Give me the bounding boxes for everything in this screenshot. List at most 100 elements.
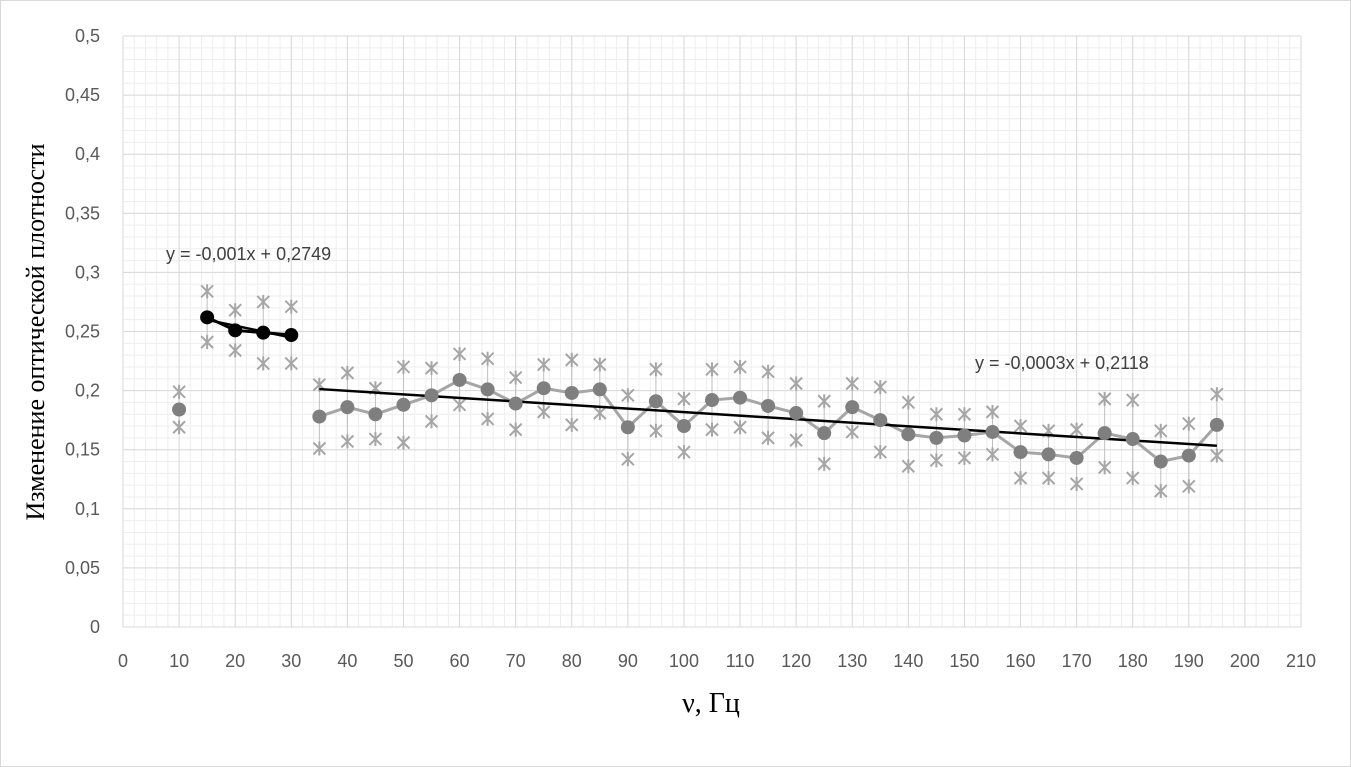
lower-bound-marker xyxy=(621,452,635,467)
lower-bound-marker xyxy=(1154,484,1168,499)
data-point xyxy=(480,382,495,397)
upper-bound-marker xyxy=(593,357,607,372)
y-tick-label: 0,2 xyxy=(75,381,100,401)
x-tick-label: 150 xyxy=(949,651,979,671)
lower-bound-marker xyxy=(929,453,944,468)
lower-bound-marker xyxy=(677,445,691,460)
upper-bound-marker xyxy=(1210,387,1224,402)
upper-bound-marker xyxy=(873,380,887,395)
lower-bound-marker xyxy=(424,414,439,429)
data-point xyxy=(340,400,355,415)
lower-bound-marker xyxy=(537,404,551,419)
y-tick-label: 0,05 xyxy=(65,558,100,578)
upper-bound-marker xyxy=(565,352,579,367)
x-tick-label: 10 xyxy=(169,651,189,671)
x-tick-label: 60 xyxy=(450,651,470,671)
data-point xyxy=(396,397,411,412)
lower-bound-marker xyxy=(480,411,495,426)
lower-bound-marker xyxy=(593,406,607,421)
upper-bound-marker xyxy=(340,365,355,380)
lower-bound-marker xyxy=(1126,471,1140,486)
upper-bound-marker xyxy=(228,303,242,318)
data-point xyxy=(1041,447,1056,462)
upper-bound-marker xyxy=(396,359,411,374)
data-point xyxy=(929,430,944,445)
data-point xyxy=(1125,432,1140,447)
x-tick-label: 40 xyxy=(337,651,357,671)
upper-bound-marker xyxy=(649,362,663,377)
lower-bound-marker xyxy=(1210,448,1224,463)
lower-bound-marker xyxy=(396,435,411,450)
y-tick-labels: 0 0,05 0,1 0,15 0,2 0,25 0,3 0,35 0,4 0,45 0,5 xyxy=(65,26,100,637)
lower-bound-marker xyxy=(340,434,355,449)
upper-bound-marker xyxy=(480,351,495,366)
data-point xyxy=(761,398,776,413)
data-point xyxy=(1181,448,1196,463)
lower-bound-marker xyxy=(985,447,1000,462)
x-axis-label: ν, Гц xyxy=(682,688,740,719)
x-tick-label: 160 xyxy=(1006,651,1036,671)
lower-bound-marker xyxy=(957,450,972,465)
upper-bound-marker xyxy=(284,299,298,314)
lower-bound-marker xyxy=(256,356,270,371)
lower-bound-marker xyxy=(649,423,663,438)
data-point xyxy=(452,372,467,387)
data-point-isolated xyxy=(172,402,187,417)
data-point xyxy=(592,382,607,397)
upper-bound-marker xyxy=(733,359,747,374)
data-point xyxy=(536,381,551,396)
lower-bound-marker xyxy=(200,335,214,350)
x-tick-labels: 0 10 20 30 40 50 60 70 80 90 100 110 120 130 140 150 160… xyxy=(118,651,1316,671)
data-point xyxy=(817,426,832,441)
data-point xyxy=(284,328,299,343)
x-tick-label: 90 xyxy=(618,651,638,671)
upper-bound-marker xyxy=(845,376,859,391)
data-point xyxy=(620,420,635,435)
x-tick-label: 130 xyxy=(837,651,867,671)
x-tick-label: 180 xyxy=(1118,651,1148,671)
data-point xyxy=(873,413,888,428)
upper-bound-marker xyxy=(929,407,944,422)
lower-bound-marker xyxy=(1041,471,1056,486)
trendline-1 xyxy=(206,318,292,339)
x-tick-label: 110 xyxy=(726,651,755,671)
data-point xyxy=(1069,450,1084,465)
lower-bound-marker xyxy=(1097,460,1112,475)
x-tick-label: 50 xyxy=(393,651,413,671)
upper-bound-marker xyxy=(1069,422,1084,437)
upper-bound-marker xyxy=(985,404,1000,419)
lower-bound-marker xyxy=(1013,471,1028,486)
x-tick-label: 20 xyxy=(225,651,245,671)
upper-bound-marker xyxy=(424,361,439,376)
x-tick-label: 190 xyxy=(1174,651,1204,671)
lower-bound-marker xyxy=(368,432,383,447)
data-point xyxy=(1153,454,1168,469)
upper-bound-marker xyxy=(256,294,270,309)
x-tick-label: 30 xyxy=(281,651,301,671)
lower-bound-marker xyxy=(452,397,467,412)
upper-bound-marker xyxy=(621,388,635,403)
data-point xyxy=(1097,426,1112,441)
trendlines xyxy=(206,318,1217,448)
upper-bound-marker xyxy=(789,376,803,391)
upper-bound-marker xyxy=(1126,393,1140,408)
lower-bound-marker xyxy=(508,422,523,437)
lower-bound-marker xyxy=(1182,479,1196,494)
y-tick-label: 0,25 xyxy=(65,322,100,342)
data-point xyxy=(228,323,243,338)
upper-bound-marker xyxy=(705,362,719,377)
x-tick-label: 210 xyxy=(1286,651,1316,671)
lower-bound-marker xyxy=(789,433,803,448)
trendline-2 xyxy=(319,387,1217,448)
trendline-equation-2: y = -0,0003x + 0,2118 xyxy=(975,353,1149,373)
upper-bound-marker xyxy=(761,364,775,379)
upper-bound-marker xyxy=(677,391,691,406)
x-tick-label: 140 xyxy=(893,651,923,671)
upper-bound-marker xyxy=(1097,391,1112,406)
data-point xyxy=(200,310,215,325)
lower-bound-marker xyxy=(172,420,186,435)
data-point xyxy=(648,394,663,409)
data-point xyxy=(789,406,804,421)
